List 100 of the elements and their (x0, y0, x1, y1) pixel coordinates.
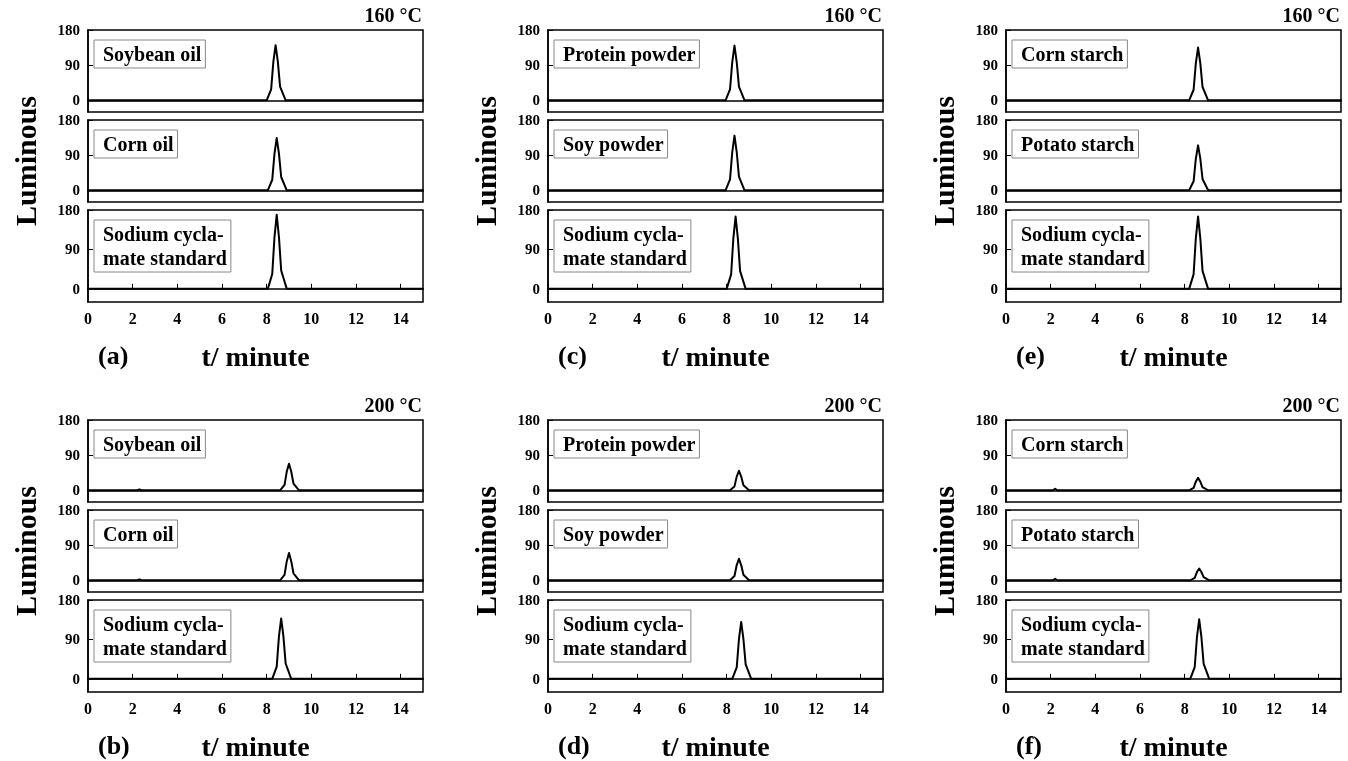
series-label: Corn starch (1021, 433, 1124, 455)
x-tick-label: 14 (852, 699, 869, 717)
series-label: Sodium cycla- mate standard (103, 613, 227, 659)
x-tick-label: 6 (678, 699, 686, 717)
chart-title: 200 °C (1282, 394, 1341, 416)
y-axis-title: Luminous (468, 95, 502, 227)
y-tick-label: 90 (525, 631, 540, 648)
x-tick-label: 10 (303, 699, 320, 717)
x-tick-label: 8 (722, 309, 731, 327)
series-label: Potato starch (1021, 133, 1135, 155)
y-tick-label: 90 (525, 241, 540, 258)
y-tick-label: 0 (72, 280, 80, 297)
y-tick-label: 0 (72, 92, 80, 109)
x-tick-label: 2 (588, 699, 597, 717)
series-label: Sodium cycla- mate standard (563, 223, 687, 269)
x-axis-title: t/ minute (661, 730, 770, 761)
series-label: Soy powder (563, 523, 664, 546)
x-tick-label: 10 (1221, 699, 1238, 717)
y-tick-label: 180 (975, 22, 998, 38)
y-tick-label: 0 (72, 572, 80, 589)
x-tick-label: 10 (303, 309, 320, 327)
x-tick-label: 4 (173, 309, 182, 327)
y-tick-label: 0 (532, 182, 540, 199)
y-tick-label: 90 (983, 537, 998, 554)
text: (a) (98, 340, 129, 370)
text: (c) (558, 340, 587, 370)
y-tick-label: 180 (517, 412, 540, 428)
series-label: Sodium cycla- mate standard (1021, 613, 1145, 659)
y-tick-label: 90 (65, 631, 80, 648)
x-tick-label: 12 (348, 699, 364, 717)
text: (d) (558, 730, 590, 760)
y-tick-label: 0 (532, 92, 540, 109)
y-tick-label: 180 (975, 112, 998, 128)
y-tick-label: 180 (517, 22, 540, 38)
y-tick-label: 180 (517, 202, 540, 218)
series-label: Corn oil (103, 133, 174, 155)
x-tick-label: 4 (633, 699, 642, 717)
x-tick-label: 2 (128, 699, 137, 717)
series-label: Protein powder (563, 43, 696, 66)
y-tick-label: 90 (983, 57, 998, 74)
y-tick-label: 90 (525, 147, 540, 164)
x-tick-label: 14 (392, 699, 409, 717)
y-tick-label: 90 (525, 537, 540, 554)
series-label: Soy powder (563, 133, 664, 156)
x-tick-label: 12 (808, 699, 824, 717)
x-tick-label: 12 (348, 309, 364, 327)
y-tick-label: 90 (65, 537, 80, 554)
y-tick-label: 180 (975, 412, 998, 428)
series-label: Sodium cycla- mate standard (563, 613, 687, 659)
x-tick-label: 2 (1046, 309, 1055, 327)
y-tick-label: 0 (532, 280, 540, 297)
series-label: Sodium cycla- mate standard (103, 223, 227, 269)
x-tick-label: 4 (1091, 699, 1100, 717)
x-tick-label: 8 (1180, 699, 1189, 717)
y-axis-title: Luminous (926, 485, 960, 617)
x-tick-label: 4 (633, 309, 642, 327)
x-tick-label: 8 (1180, 309, 1189, 327)
y-tick-label: 180 (57, 502, 80, 518)
text: (f) (1016, 730, 1042, 760)
y-tick-label: 180 (975, 592, 998, 608)
x-tick-label: 10 (763, 699, 780, 717)
x-tick-label: 14 (1310, 309, 1327, 327)
y-axis-title: Luminous (8, 485, 42, 617)
y-tick-label: 90 (983, 147, 998, 164)
y-tick-label: 90 (65, 241, 80, 258)
series-label: Potato starch (1021, 523, 1135, 545)
y-tick-label: 90 (983, 631, 998, 648)
y-tick-label: 180 (517, 112, 540, 128)
y-tick-label: 0 (990, 182, 998, 199)
x-tick-label: 6 (1136, 699, 1144, 717)
x-tick-label: 14 (852, 309, 869, 327)
y-tick-label: 0 (990, 572, 998, 589)
chart-title: 200 °C (364, 394, 423, 416)
series-label: Protein powder (563, 433, 696, 456)
x-tick-label: 0 (1002, 699, 1010, 717)
y-tick-label: 0 (990, 280, 998, 297)
x-tick-label: 14 (1310, 699, 1327, 717)
x-tick-label: 6 (1136, 309, 1144, 327)
x-tick-label: 2 (588, 309, 597, 327)
x-axis-title: t/ minute (1119, 340, 1228, 372)
x-tick-label: 14 (392, 309, 409, 327)
x-tick-label: 2 (1046, 699, 1055, 717)
x-tick-label: 12 (1266, 699, 1282, 717)
y-tick-label: 180 (975, 202, 998, 218)
y-tick-label: 0 (990, 92, 998, 109)
x-tick-label: 6 (218, 699, 226, 717)
chart-title: 160 °C (824, 4, 883, 26)
x-tick-label: 6 (218, 309, 226, 327)
y-tick-label: 90 (525, 57, 540, 74)
y-tick-label: 180 (517, 502, 540, 518)
y-tick-label: 180 (975, 502, 998, 518)
chart-title: 160 °C (1282, 4, 1341, 26)
text: (b) (98, 730, 130, 760)
y-tick-label: 0 (990, 670, 998, 687)
y-tick-label: 0 (72, 482, 80, 499)
x-tick-label: 4 (173, 699, 182, 717)
x-tick-label: 4 (1091, 309, 1100, 327)
x-tick-label: 8 (722, 699, 731, 717)
y-tick-label: 0 (72, 182, 80, 199)
y-tick-label: 90 (525, 447, 540, 464)
